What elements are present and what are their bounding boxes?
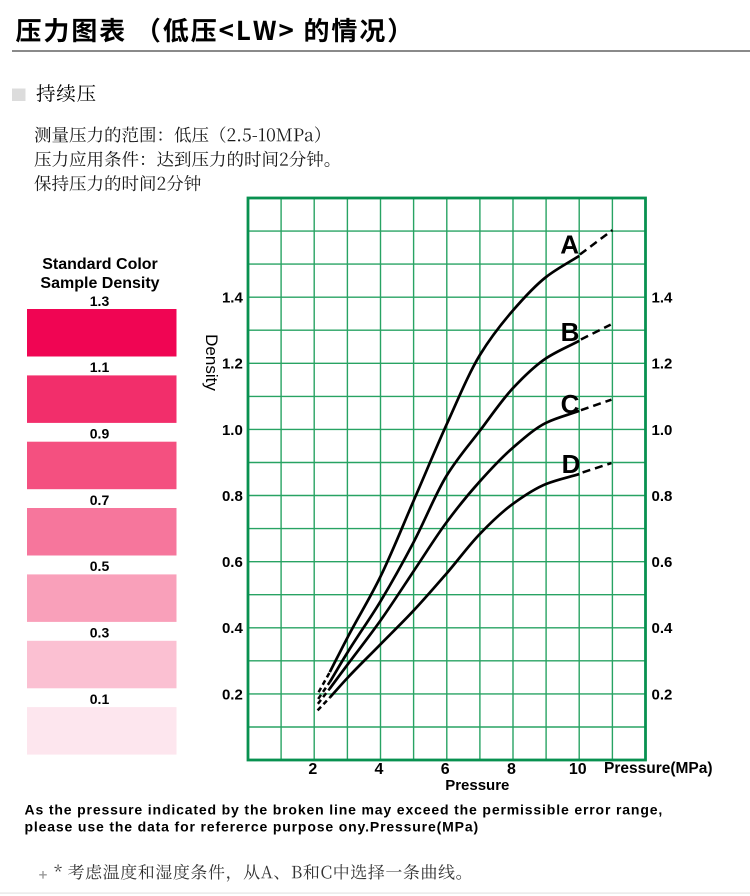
svg-text:1.2: 1.2	[222, 356, 243, 373]
svg-text:0.7: 0.7	[90, 492, 110, 508]
svg-text:1.2: 1.2	[652, 356, 673, 373]
svg-text:Pressure: Pressure	[445, 777, 509, 794]
svg-text:6: 6	[441, 761, 450, 778]
svg-text:0.9: 0.9	[90, 426, 110, 442]
svg-text:1.4: 1.4	[652, 290, 674, 307]
svg-text:2: 2	[308, 761, 317, 778]
svg-text:0.6: 0.6	[222, 554, 243, 571]
svg-text:1.0: 1.0	[652, 422, 673, 439]
svg-text:0.3: 0.3	[90, 625, 110, 641]
svg-text:0.4: 0.4	[652, 620, 674, 637]
svg-text:1.4: 1.4	[222, 290, 244, 307]
svg-text:0.4: 0.4	[222, 620, 244, 637]
svg-text:10: 10	[569, 761, 587, 778]
svg-text:A: A	[560, 230, 579, 260]
svg-text:Sample Density: Sample Density	[40, 275, 159, 292]
svg-text:8: 8	[507, 761, 516, 778]
svg-text:4: 4	[375, 761, 384, 778]
svg-text:Standard Color: Standard Color	[42, 256, 158, 273]
svg-text:As the pressure indicated by t: As the pressure indicated by the broken …	[25, 801, 664, 817]
svg-text:1.3: 1.3	[90, 293, 110, 309]
svg-text:0.1: 0.1	[90, 691, 110, 707]
svg-text:1.0: 1.0	[222, 422, 243, 439]
svg-text:0.8: 0.8	[652, 488, 673, 505]
svg-text:C: C	[561, 389, 580, 419]
svg-text:0.5: 0.5	[90, 558, 110, 574]
svg-text:B: B	[561, 317, 580, 347]
svg-text:0.2: 0.2	[222, 686, 243, 703]
svg-text:1.1: 1.1	[90, 359, 110, 375]
svg-text:Density: Density	[202, 334, 221, 391]
svg-text:0.6: 0.6	[652, 554, 673, 571]
svg-text:Pressure(MPa): Pressure(MPa)	[604, 760, 713, 777]
svg-text:0.2: 0.2	[652, 686, 673, 703]
svg-text:0.8: 0.8	[222, 488, 243, 505]
svg-text:D: D	[562, 449, 581, 479]
svg-text:please use the data for refere: please use the data for refererce purpos…	[25, 819, 479, 835]
